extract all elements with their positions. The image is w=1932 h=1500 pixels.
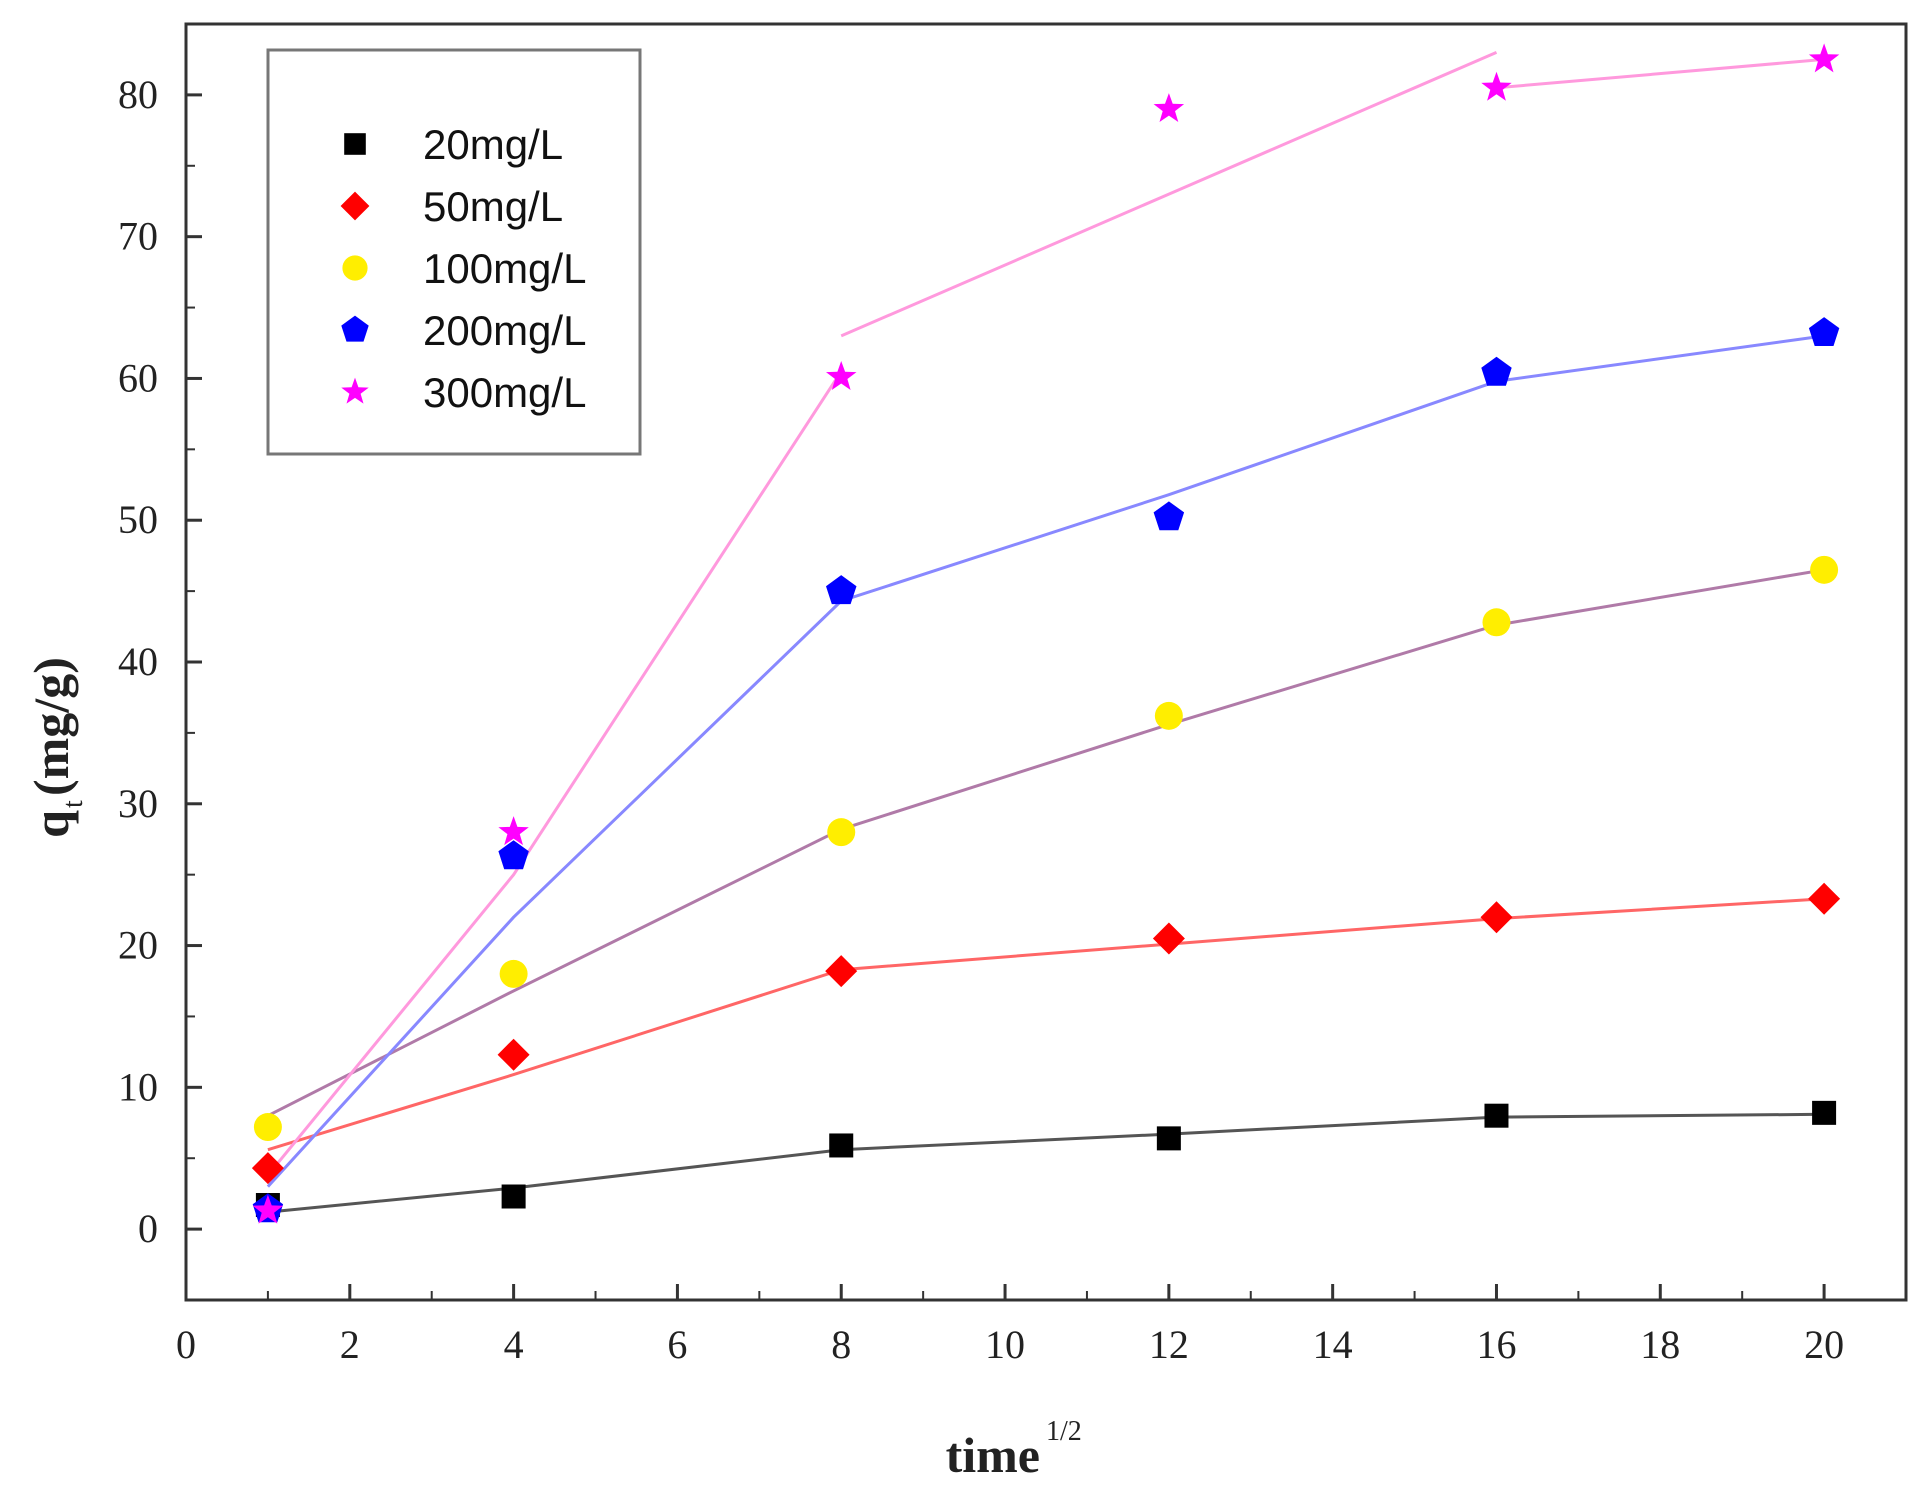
x-tick-label: 4 [504, 1322, 524, 1367]
data-point-50mg-L [825, 955, 858, 988]
data-point-100mg-L [1154, 701, 1183, 730]
y-tick-label: 60 [118, 355, 158, 400]
data-point-200mg-L [826, 575, 857, 605]
data-point-200mg-L [1481, 356, 1512, 386]
y-tick-label: 20 [118, 923, 158, 968]
y-axis-title: q [23, 810, 79, 838]
y-tick-label: 10 [118, 1064, 158, 1109]
fit-line-300mg-L [266, 370, 843, 1177]
x-axis-title: time [946, 1427, 1040, 1483]
legend-label: 100mg/L [423, 245, 586, 292]
y-tick-label: 70 [118, 214, 158, 259]
data-point-300mg-L [1808, 43, 1840, 73]
y-tick-label: 30 [118, 781, 158, 826]
x-axis-title-superscript: 1/2 [1046, 1416, 1082, 1447]
legend-label: 50mg/L [423, 183, 563, 230]
x-tick-label: 14 [1313, 1322, 1353, 1367]
legend-marker [340, 191, 370, 221]
data-point-200mg-L [498, 840, 529, 870]
y-axis-title-unit: (mg/g) [23, 657, 79, 796]
legend-label: 20mg/L [423, 121, 563, 168]
x-tick-label: 10 [985, 1322, 1025, 1367]
x-tick-label: 2 [340, 1322, 360, 1367]
y-tick-label: 40 [118, 639, 158, 684]
data-point-100mg-L [827, 818, 856, 847]
data-point-50mg-L [1480, 901, 1513, 934]
data-point-200mg-L [1153, 501, 1185, 531]
fit-line-50mg-L [267, 897, 1825, 1152]
data-point-20mg-L [829, 1133, 854, 1158]
y-tick-label: 50 [118, 497, 158, 542]
x-tick-label: 6 [667, 1322, 687, 1367]
data-point-50mg-L [251, 1152, 284, 1185]
data-point-50mg-L [497, 1038, 530, 1071]
data-point-20mg-L [1156, 1126, 1181, 1151]
data-point-100mg-L [253, 1113, 282, 1142]
y-axis-title-subscript: t [58, 800, 89, 808]
legend-label: 200mg/L [423, 307, 586, 354]
legend-marker [341, 377, 369, 404]
fit-line-20mg-L [267, 1112, 1825, 1214]
legend-marker [341, 315, 369, 342]
legend-marker [342, 255, 368, 281]
fit-line-300mg-L [840, 51, 1498, 338]
fit-line-100mg-L [267, 568, 1825, 1118]
data-point-100mg-L [1810, 555, 1839, 584]
data-point-300mg-L [252, 1194, 284, 1224]
x-tick-label: 8 [831, 1322, 851, 1367]
data-point-50mg-L [1808, 882, 1841, 915]
data-point-300mg-L [498, 816, 529, 846]
legend-marker [344, 133, 366, 155]
data-point-20mg-L [1812, 1100, 1837, 1125]
data-point-100mg-L [499, 959, 528, 988]
data-point-20mg-L [1484, 1103, 1509, 1128]
data-point-300mg-L [826, 361, 857, 390]
data-point-300mg-L [1481, 71, 1512, 101]
x-tick-label: 0 [176, 1322, 196, 1367]
legend-label: 300mg/L [423, 369, 586, 416]
data-point-100mg-L [1482, 608, 1511, 637]
x-tick-label: 12 [1149, 1322, 1189, 1367]
y-tick-label: 80 [118, 72, 158, 117]
y-tick-label: 0 [138, 1206, 158, 1251]
data-point-20mg-L [501, 1184, 526, 1209]
x-tick-label: 20 [1804, 1322, 1844, 1367]
data-point-50mg-L [1152, 922, 1185, 955]
fit-line-200mg-L [266, 334, 1825, 1188]
data-point-200mg-L [1808, 317, 1840, 346]
x-tick-label: 18 [1640, 1322, 1680, 1367]
x-tick-label: 16 [1476, 1322, 1516, 1367]
fit-line-300mg-L [1496, 57, 1825, 90]
legend-box [266, 48, 642, 456]
data-point-300mg-L [1153, 93, 1185, 122]
